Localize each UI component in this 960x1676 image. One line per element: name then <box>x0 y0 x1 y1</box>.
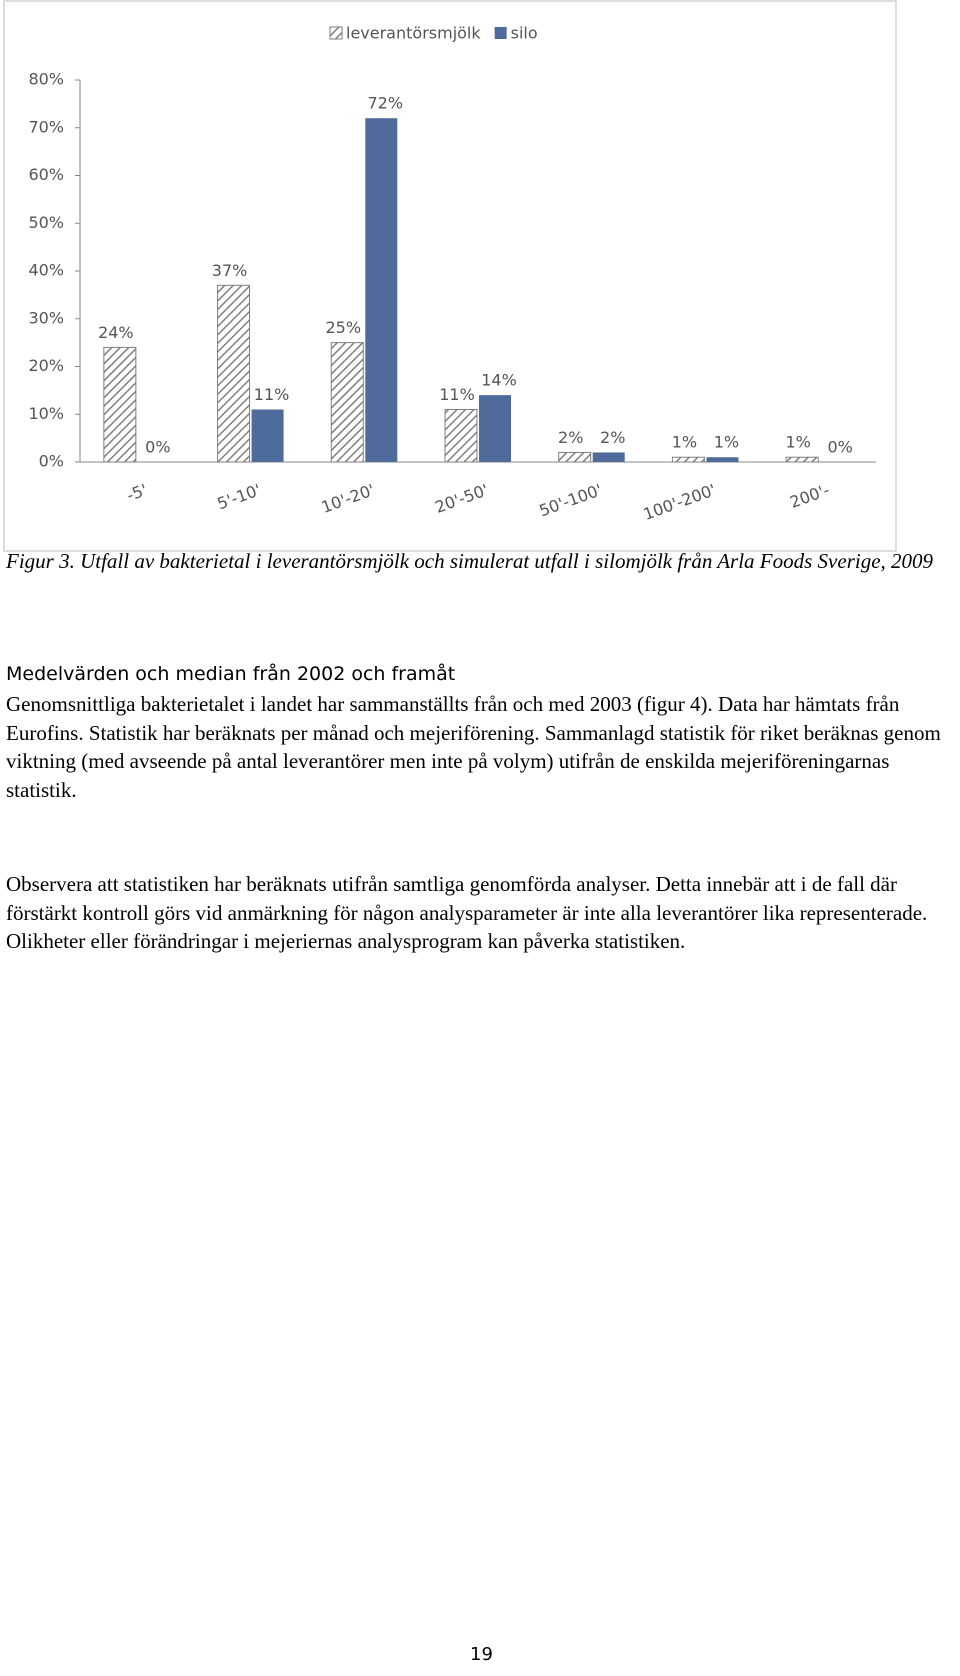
bar <box>103 346 137 463</box>
bar <box>251 409 284 462</box>
legend-label: leverantörsmjölk <box>346 24 481 43</box>
bar <box>592 452 625 462</box>
chart: 0% 10% 20% 30% 40% 50% 60% 70% 80% leverantörsmjö… <box>3 0 897 552</box>
paragraph: Genomsnittliga bakterietalet i landet ha… <box>6 692 941 802</box>
legend-swatch <box>329 26 343 40</box>
page-number: 19 <box>470 1644 493 1665</box>
y-tick-label: 0% <box>39 452 64 471</box>
bar <box>330 342 364 463</box>
chart-frame <box>3 0 897 552</box>
data-label: 24% <box>98 323 134 342</box>
y-tick-label: 20% <box>28 356 64 375</box>
bar <box>365 118 398 462</box>
y-tick-label: 70% <box>28 117 64 136</box>
bar <box>479 395 511 462</box>
data-label: 25% <box>326 318 362 337</box>
bar <box>671 456 705 463</box>
legend-label: silo <box>511 24 538 43</box>
bar <box>558 451 592 463</box>
bar <box>444 408 478 463</box>
legend-swatch <box>494 27 507 39</box>
data-label: 0% <box>145 438 170 457</box>
y-tick-label: 60% <box>28 165 64 184</box>
figure-caption: Figur 3. Utfall av bakterietal i leveran… <box>6 549 934 573</box>
data-label: 72% <box>368 94 404 113</box>
data-label: 2% <box>600 428 625 447</box>
y-tick-label: 30% <box>28 308 64 327</box>
data-label: 1% <box>672 433 697 452</box>
data-label: 11% <box>439 385 475 404</box>
paragraph: Observera att statistiken har beräknats … <box>6 872 928 953</box>
y-tick-label: 40% <box>28 261 64 280</box>
data-label: 37% <box>212 261 248 280</box>
section-heading: Medelvärden och median från 2002 och fra… <box>6 663 456 685</box>
data-label: 2% <box>558 428 583 447</box>
y-tick-label: 10% <box>28 404 64 423</box>
data-label: 14% <box>481 371 517 390</box>
y-tick-label: 50% <box>28 213 64 232</box>
y-tick-label: 80% <box>28 70 64 89</box>
bar <box>785 456 819 463</box>
data-label: 1% <box>714 433 739 452</box>
data-label: 1% <box>785 433 810 452</box>
bar <box>706 457 739 462</box>
data-label: 0% <box>827 438 852 457</box>
bar <box>217 284 251 463</box>
data-label: 11% <box>254 385 290 404</box>
